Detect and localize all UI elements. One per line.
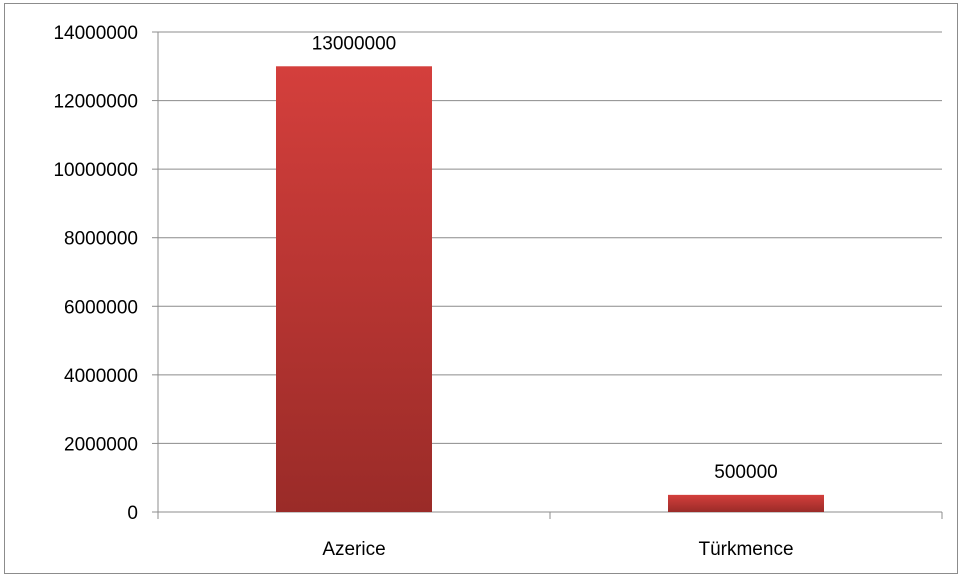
y-tick-label: 14000000 xyxy=(53,23,138,44)
gridlines xyxy=(158,31,942,444)
bar-azerice xyxy=(276,66,432,513)
labels: 0 2000000 4000000 6000000 8000000 10000000 120… xyxy=(53,23,793,560)
chart-frame xyxy=(4,3,958,574)
y-tick-label: 4000000 xyxy=(64,366,138,387)
data-label: 500000 xyxy=(714,462,777,483)
category-label: Azerice xyxy=(322,539,385,560)
y-tick-label: 6000000 xyxy=(64,297,138,318)
bar-türkmence xyxy=(668,494,824,512)
y-tick-label: 2000000 xyxy=(64,434,138,455)
y-tick-label: 0 xyxy=(127,503,138,524)
data-label: 13000000 xyxy=(312,33,397,54)
category-label: Türkmence xyxy=(698,539,793,560)
y-tick-label: 12000000 xyxy=(53,92,138,113)
y-tick-label: 8000000 xyxy=(64,229,138,250)
bars xyxy=(276,66,824,513)
axes xyxy=(152,31,943,519)
y-tick-label: 10000000 xyxy=(53,160,138,181)
